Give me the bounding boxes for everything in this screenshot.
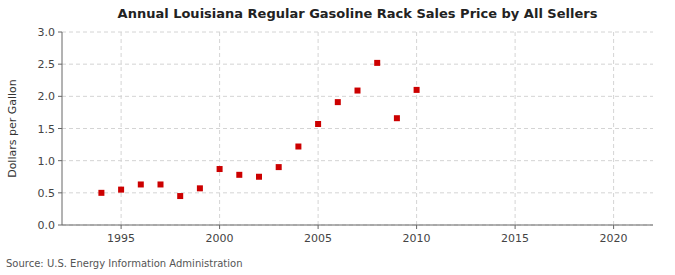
y-tick-label: 0.5 [38,187,56,200]
point [217,166,223,172]
point [295,144,301,150]
point [197,185,203,191]
point [118,187,124,193]
title: Annual Louisiana Regular Gasoline Rack S… [118,6,598,21]
point [374,60,380,66]
y-tick [58,96,62,97]
y-grid-line [62,96,653,97]
y-tick [58,225,62,226]
point [256,174,262,180]
x-tick [219,225,220,229]
chart: Annual Louisiana Regular Gasoline Rack S… [0,0,675,275]
x-tick [121,225,122,229]
x-tick [613,225,614,229]
point [414,87,420,93]
point [394,115,400,121]
x-axis-line [62,225,653,226]
y-axis-label: Dollars per Gallon [6,79,19,178]
point [177,193,183,199]
x-tick-label: 2010 [403,232,431,245]
point [276,164,282,170]
x-tick [515,225,516,229]
axes: 0.0 0.5 1.0 1.5 2.0 2.5 3.0 1995 2000 2005 2010 201… [38,26,654,245]
point [158,181,164,187]
y-grid-line [62,225,653,226]
y-grid-line [62,160,653,161]
y-tick-label: 1.5 [38,123,56,136]
y-grid-line [62,192,653,193]
point [315,121,321,127]
points [98,60,419,199]
x-tick [318,225,319,229]
x-grid-line [121,32,122,225]
y-tick-label: 2.0 [38,90,56,103]
x-tick-label: 2005 [304,232,332,245]
y-tick-label: 2.5 [38,58,56,71]
x-tick-label: 2020 [600,232,628,245]
point [236,172,242,178]
source-note: Source: U.S. Energy Information Administ… [6,258,243,269]
y-tick-label: 0.0 [38,219,56,232]
y-grid-line [62,64,653,65]
x-tick [416,225,417,229]
x-grid-line [416,32,417,225]
grid [62,32,653,225]
point [335,99,341,105]
y-grid-line [62,128,653,129]
y-tick-label: 3.0 [38,26,56,39]
point [138,181,144,187]
x-tick-label: 2015 [501,232,529,245]
y-tick [58,128,62,129]
x-grid-line [318,32,319,225]
point [355,88,361,94]
y-axis-line [62,32,63,225]
x-tick-label: 1995 [107,232,135,245]
y-tick-label: 1.0 [38,155,56,168]
x-grid-line [613,32,614,225]
y-grid-line [62,32,653,33]
x-tick-label: 2000 [206,232,234,245]
x-grid-line [515,32,516,225]
y-tick [58,192,62,193]
y-tick [58,160,62,161]
y-tick [58,32,62,33]
point [98,190,104,196]
y-tick [58,64,62,65]
x-grid-line [219,32,220,225]
